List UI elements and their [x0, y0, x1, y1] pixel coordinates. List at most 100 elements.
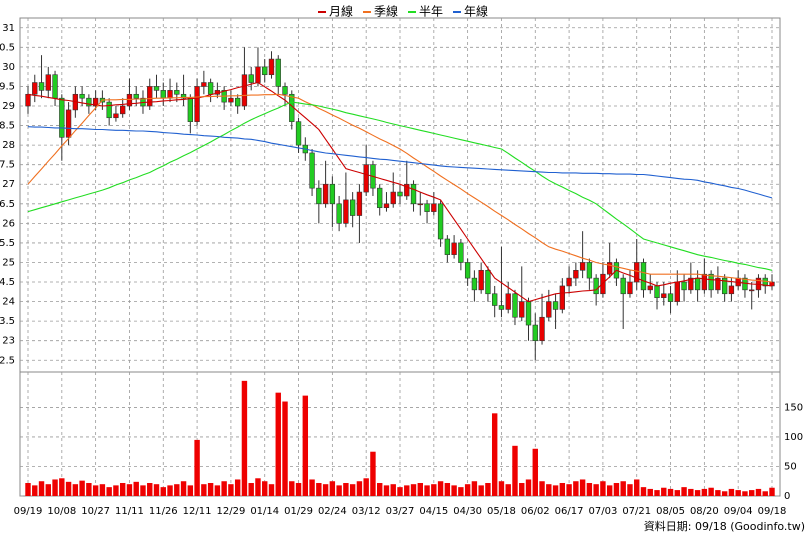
candle-body — [187, 97, 193, 122]
candle-body — [356, 191, 363, 216]
volume-bar — [762, 491, 768, 496]
x-tick-label: 08/05 — [656, 506, 685, 517]
volume-bar — [174, 484, 180, 496]
volume-bar — [45, 484, 51, 496]
y-tick-label: 25 — [2, 257, 15, 268]
volume-bar — [424, 485, 430, 496]
volume-tick-label: 150 — [784, 402, 803, 413]
volume-bar — [329, 481, 336, 496]
candle-body — [59, 97, 65, 138]
y-tick-label: 23 — [2, 336, 15, 347]
x-tick-label: 06/02 — [521, 506, 550, 517]
candle-body — [485, 269, 491, 295]
volume-bar — [167, 485, 173, 496]
candle-body — [404, 183, 410, 197]
candle-body — [498, 305, 505, 310]
volume-bar — [708, 487, 714, 496]
candle-body — [573, 269, 579, 279]
volume-bar — [579, 479, 586, 496]
volume-bar — [309, 479, 315, 496]
ma-line — [27, 81, 773, 303]
candle-body — [694, 277, 701, 291]
volume-bar — [464, 484, 471, 496]
volume-bar — [228, 484, 234, 496]
candle-body — [390, 191, 396, 205]
volume-bar — [275, 392, 281, 496]
legend-label: 半年 — [419, 5, 443, 19]
volume-bar — [106, 487, 112, 496]
candle-body — [147, 86, 153, 107]
volume-bar — [417, 483, 423, 496]
volume-bar — [248, 483, 254, 496]
x-tick-label: 01/14 — [250, 506, 279, 517]
volume-bar — [437, 481, 444, 496]
y-tick-label: 31 — [2, 23, 15, 34]
candle-body — [458, 242, 464, 263]
candle-body — [661, 293, 667, 298]
volume-bar — [322, 484, 329, 496]
candle-body — [505, 293, 511, 310]
volume-bar — [92, 485, 99, 496]
volume-bar — [512, 445, 518, 496]
y-tick-label: 5.5 — [0, 238, 15, 249]
volume-bar — [289, 481, 295, 496]
volume-bar — [282, 401, 288, 496]
volume-bar — [214, 485, 221, 496]
volume-bar — [59, 478, 65, 496]
candle-body — [627, 281, 633, 295]
candle-body — [525, 301, 532, 326]
volume-bar — [72, 484, 79, 496]
volume-bar — [119, 483, 126, 496]
candle-body — [241, 74, 248, 107]
candle-body — [451, 242, 457, 255]
volume-bar — [187, 485, 194, 496]
volume-bar — [667, 488, 674, 496]
candle-body — [444, 238, 451, 255]
volume-bar — [38, 481, 45, 496]
volume-bar — [316, 483, 322, 496]
x-tick-label: 09/18 — [758, 506, 787, 517]
candle-body — [113, 113, 119, 119]
candle-body — [708, 273, 714, 291]
volume-bar — [749, 490, 755, 496]
volume-bar — [180, 481, 187, 496]
x-tick-label: 11/26 — [149, 506, 178, 517]
candle-body — [701, 273, 708, 291]
volume-bar — [573, 481, 579, 496]
candle-body — [25, 93, 31, 107]
candle-body — [519, 301, 525, 318]
candle-body — [749, 289, 755, 292]
candle-body — [228, 97, 234, 103]
candle-body — [282, 86, 288, 95]
candle-body — [728, 285, 735, 295]
candle-body — [316, 187, 322, 205]
volume-bar — [498, 481, 505, 496]
volume-bar — [627, 484, 633, 496]
candle-body — [174, 90, 180, 95]
candle-body — [106, 101, 112, 119]
ma-line — [27, 101, 773, 271]
candle-body — [167, 90, 173, 99]
y-tick-label: 27 — [2, 179, 15, 190]
y-tick-label: 29 — [2, 101, 15, 112]
volume-bar — [113, 485, 119, 496]
candle-body — [65, 109, 72, 138]
candle-body — [38, 82, 45, 91]
candle-body — [383, 203, 390, 209]
volume-bar — [133, 481, 139, 496]
volume-bar — [160, 487, 166, 496]
volume-bar — [52, 479, 58, 496]
volume-bar — [694, 490, 701, 496]
volume-bar — [302, 395, 309, 496]
y-tick-label: 0.5 — [0, 42, 15, 53]
volume-bar — [444, 483, 451, 496]
volume-bar — [634, 479, 640, 496]
x-tick-label: 04/15 — [419, 506, 448, 517]
candle-body — [262, 66, 268, 76]
candle-body — [586, 262, 593, 279]
candle-body — [532, 324, 538, 342]
volume-bar — [491, 413, 498, 496]
candle-body — [566, 277, 572, 287]
candle-body — [180, 93, 187, 99]
volume-bar — [65, 481, 72, 496]
